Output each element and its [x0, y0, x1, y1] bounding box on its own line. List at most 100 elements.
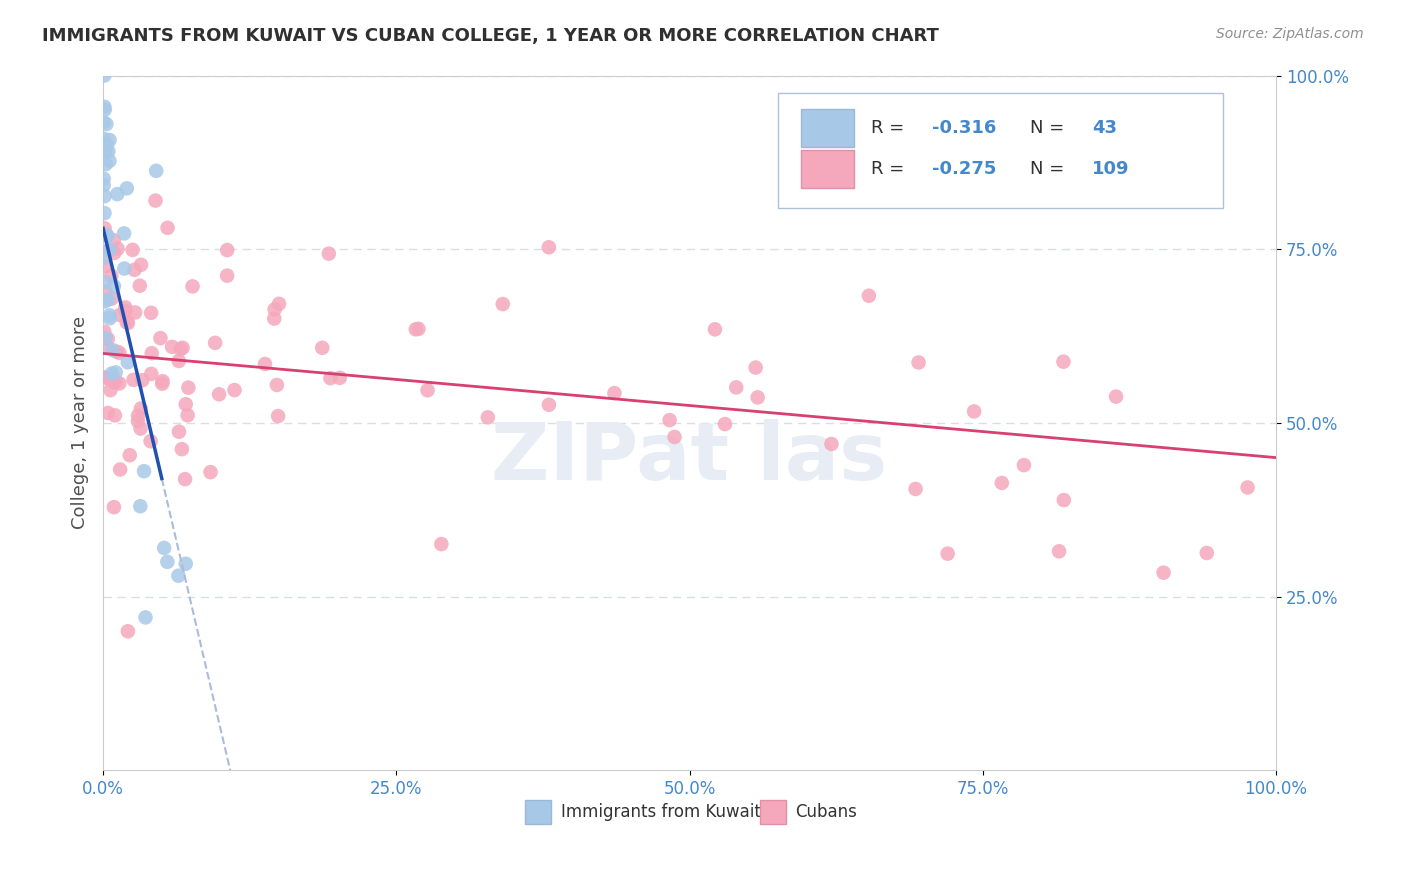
Point: [129, 421, 152, 435]
Point: [98, 153, 121, 168]
Point: [97, 332, 120, 346]
Point: [141, 367, 163, 381]
Point: [263, 302, 285, 317]
Point: [176, 409, 198, 423]
Point: [318, 246, 340, 260]
Text: 109: 109: [1092, 161, 1129, 178]
Point: [115, 181, 138, 195]
Point: [103, 246, 125, 260]
Point: [149, 331, 172, 345]
Point: [658, 413, 681, 427]
Point: [139, 306, 162, 320]
Text: R =: R =: [872, 119, 911, 136]
Point: [725, 380, 748, 394]
Point: [93, 189, 115, 203]
Point: [167, 425, 190, 439]
Point: [208, 387, 231, 401]
Point: [108, 462, 131, 476]
Text: Immigrants from Kuwait: Immigrants from Kuwait: [561, 803, 761, 821]
Point: [101, 343, 124, 357]
Point: [103, 233, 125, 247]
Point: [93, 206, 115, 220]
Point: [217, 268, 239, 283]
Point: [477, 410, 499, 425]
Point: [174, 472, 197, 486]
Point: [319, 371, 342, 385]
Point: [177, 381, 200, 395]
Text: 43: 43: [1092, 119, 1116, 136]
Point: [104, 409, 127, 423]
Point: [96, 117, 118, 131]
Point: [96, 340, 118, 354]
Point: [93, 294, 115, 309]
Point: [94, 142, 117, 156]
Point: [121, 243, 143, 257]
Point: [127, 409, 149, 423]
Point: [115, 315, 138, 329]
Point: [537, 398, 560, 412]
Point: [93, 69, 115, 83]
Point: [416, 384, 439, 398]
Point: [96, 228, 118, 243]
Point: [100, 383, 122, 397]
Point: [170, 442, 193, 457]
Point: [93, 171, 115, 186]
Point: [134, 610, 156, 624]
Text: IMMIGRANTS FROM KUWAIT VS CUBAN COLLEGE, 1 YEAR OR MORE CORRELATION CHART: IMMIGRANTS FROM KUWAIT VS CUBAN COLLEGE,…: [42, 27, 939, 45]
Point: [97, 406, 120, 420]
Text: Source: ZipAtlas.com: Source: ZipAtlas.com: [1216, 27, 1364, 41]
Point: [98, 309, 121, 323]
Point: [747, 391, 769, 405]
Point: [96, 228, 118, 243]
Point: [93, 221, 115, 235]
Bar: [761, 800, 786, 824]
Point: [122, 373, 145, 387]
Point: [129, 500, 152, 514]
Point: [94, 157, 117, 171]
Point: [93, 132, 115, 146]
Point: [96, 137, 118, 152]
Point: [150, 376, 173, 391]
Point: [132, 464, 155, 478]
Point: [101, 367, 124, 381]
Point: [963, 404, 986, 418]
Point: [108, 346, 131, 360]
Point: [117, 316, 139, 330]
Point: [991, 475, 1014, 490]
FancyBboxPatch shape: [778, 93, 1223, 208]
Point: [114, 303, 136, 318]
Text: -0.275: -0.275: [932, 161, 997, 178]
Point: [537, 240, 560, 254]
Point: [94, 275, 117, 289]
Point: [124, 305, 146, 319]
Point: [1052, 354, 1074, 368]
Point: [167, 354, 190, 368]
Point: [1195, 546, 1218, 560]
Point: [1047, 544, 1070, 558]
Point: [124, 262, 146, 277]
Point: [139, 434, 162, 449]
Point: [97, 145, 120, 159]
Point: [112, 227, 135, 241]
Point: [127, 414, 149, 428]
Point: [152, 374, 174, 388]
Point: [117, 624, 139, 639]
Point: [907, 355, 929, 369]
Point: [253, 357, 276, 371]
Point: [858, 289, 880, 303]
Point: [1053, 493, 1076, 508]
Point: [714, 417, 737, 431]
Point: [100, 268, 122, 283]
Text: -0.316: -0.316: [932, 119, 997, 136]
Point: [263, 311, 285, 326]
Point: [108, 376, 131, 391]
Point: [156, 220, 179, 235]
Text: Cubans: Cubans: [796, 803, 858, 821]
Point: [100, 292, 122, 306]
Point: [329, 371, 352, 385]
Point: [1153, 566, 1175, 580]
Point: [98, 243, 121, 257]
Point: [93, 178, 115, 193]
Point: [160, 340, 183, 354]
Point: [1105, 390, 1128, 404]
